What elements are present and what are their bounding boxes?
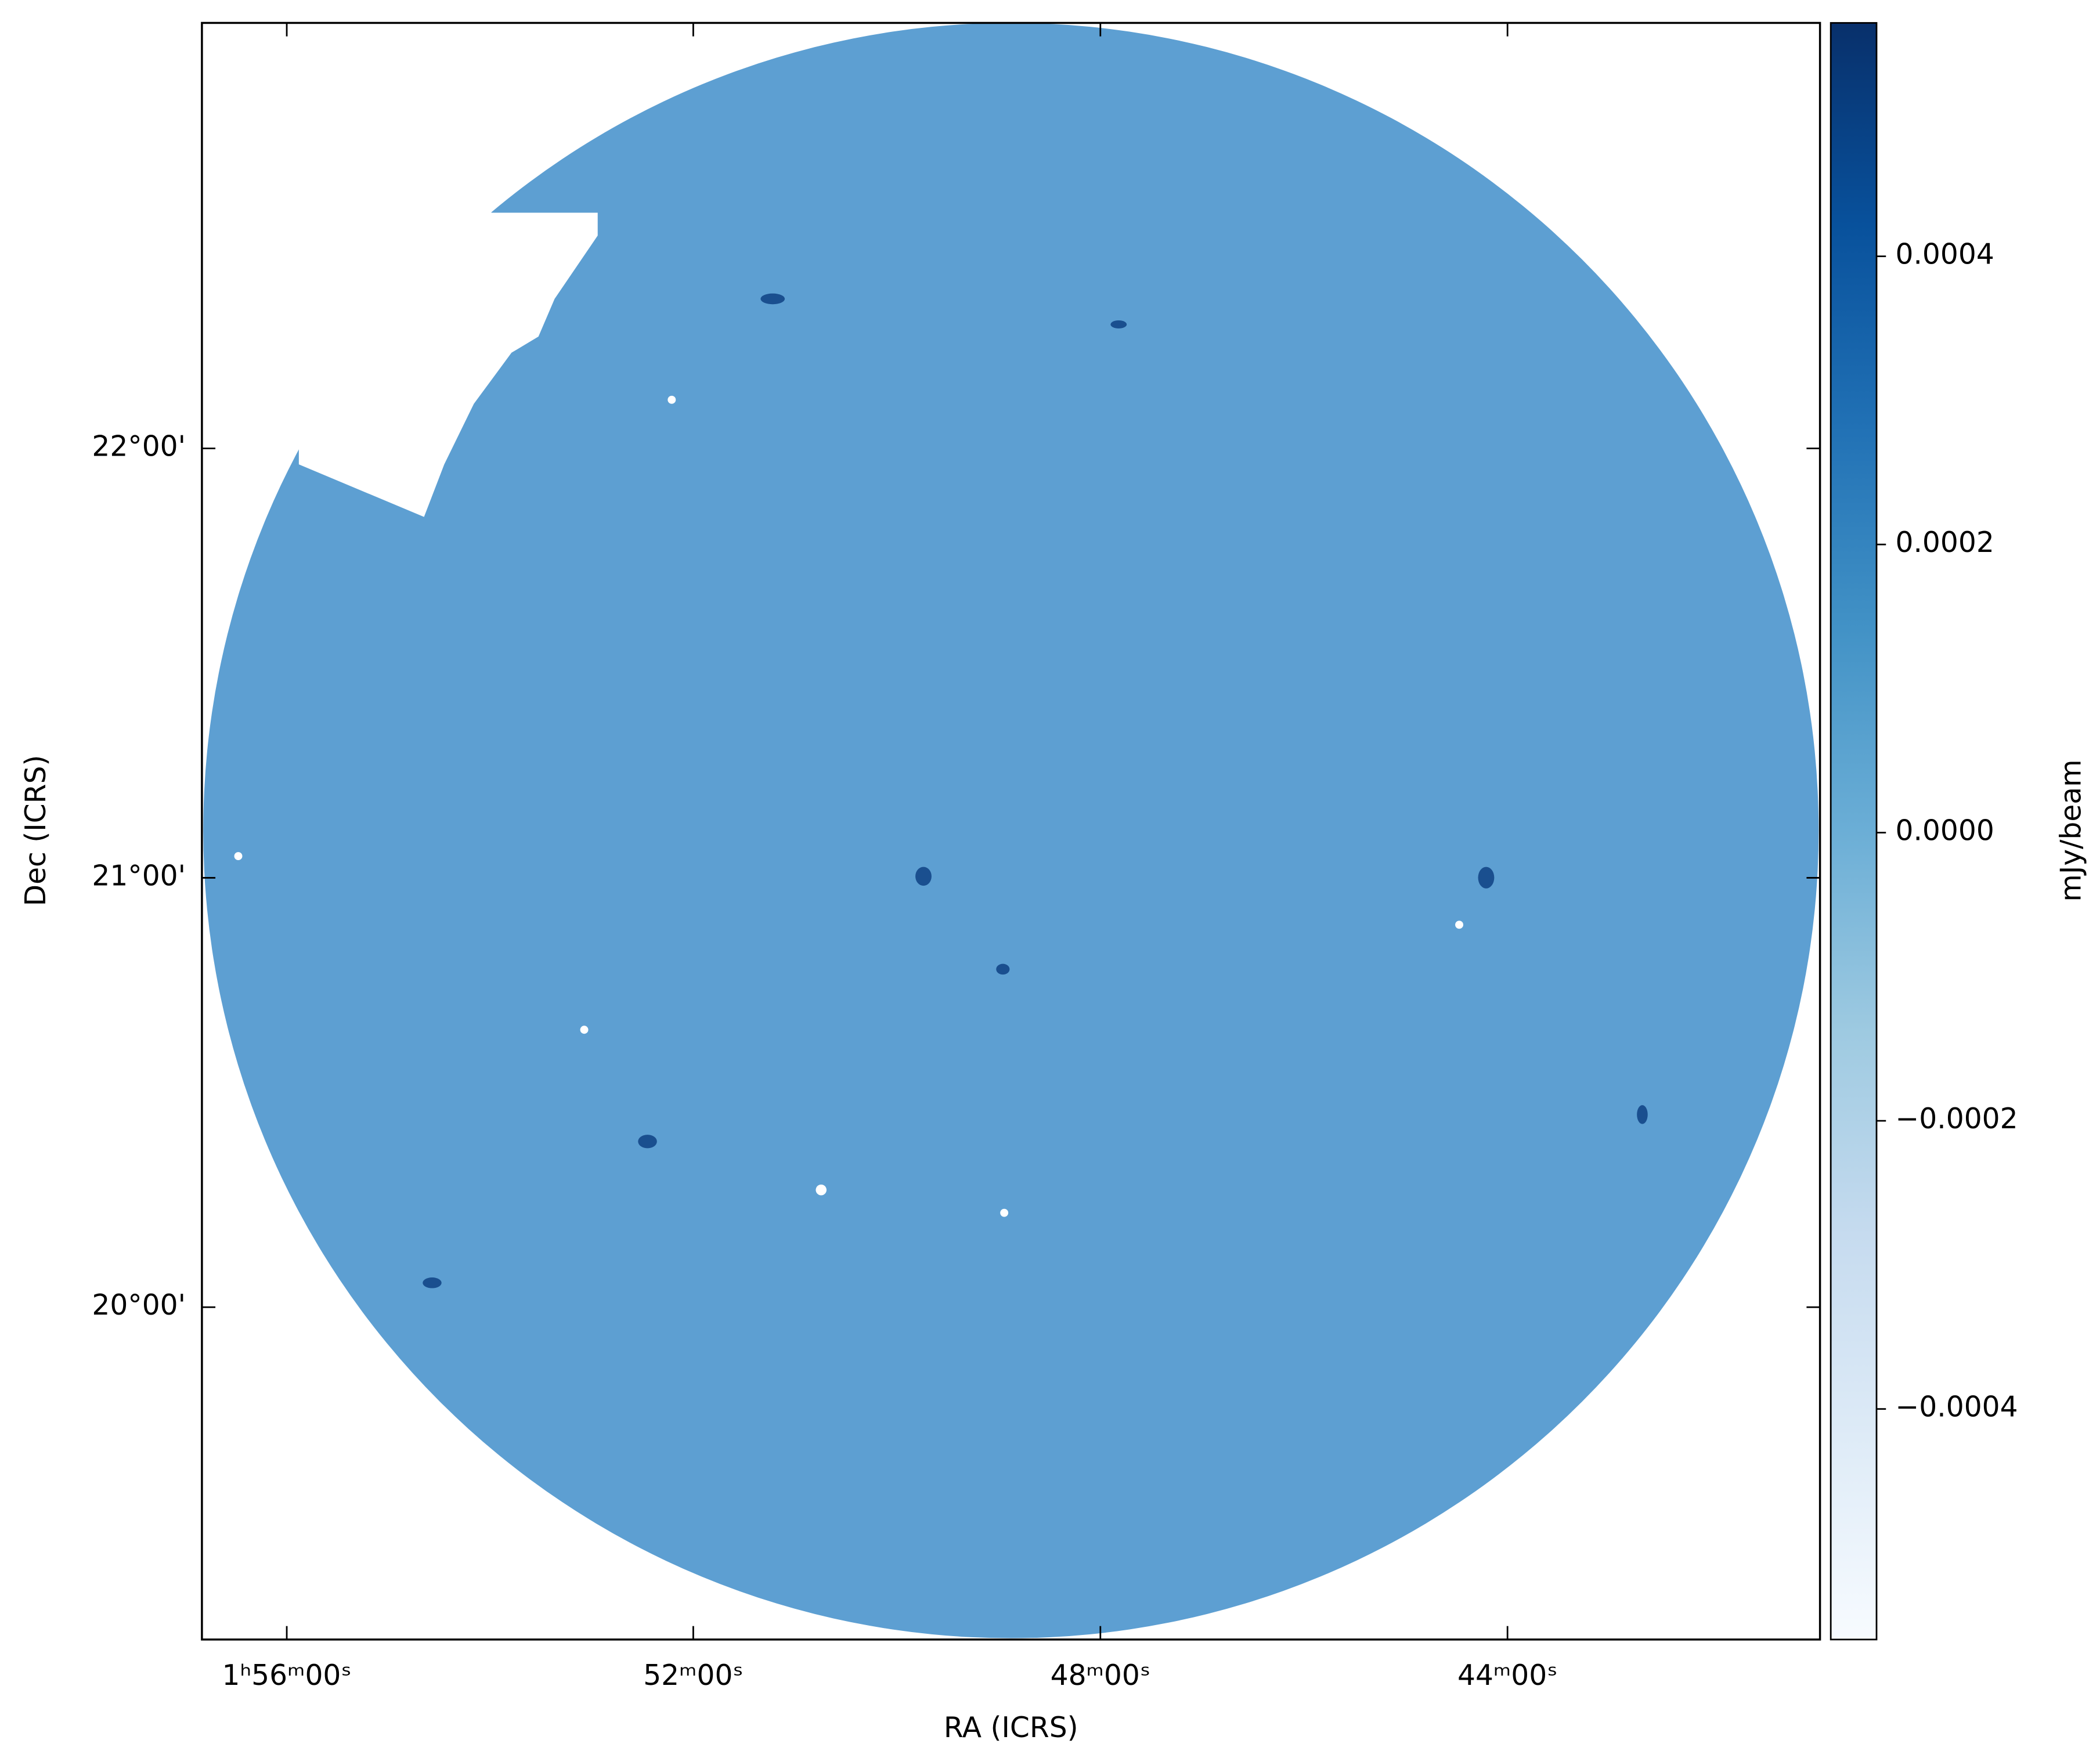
y-axis-label: Dec (ICRS): [20, 755, 52, 907]
plot-frame: [201, 21, 1821, 1641]
colorbar: [1830, 22, 1878, 1641]
axes-marks: 1ʰ56ᵐ00ˢ 52ᵐ00ˢ 48ᵐ00ˢ 44ᵐ00ˢ 20°00' 21°00' 22…: [92, 23, 2018, 1692]
sky-image: [201, 23, 1819, 1638]
colorbar-tick-label: −0.0004: [1895, 1391, 2018, 1424]
colorbar-tick-label: 0.0004: [1895, 239, 1994, 271]
colorbar-tick-label: −0.0002: [1895, 1103, 2018, 1135]
sources: [423, 293, 1648, 1288]
bright-sources: [234, 395, 1464, 1217]
colorbar-tick-label: 0.0002: [1895, 526, 1994, 559]
x-tick-label: 48ᵐ00ˢ: [1051, 1659, 1150, 1692]
x-tick-label: 44ᵐ00ˢ: [1457, 1659, 1557, 1692]
colorbar-label: mJy/beam: [2055, 759, 2088, 901]
y-tick-label: 21°00': [92, 860, 186, 892]
y-tick-label: 22°00': [92, 431, 186, 463]
x-tick-label: 52ᵐ00ˢ: [643, 1659, 743, 1692]
image-disk: [203, 23, 1819, 1638]
colorbar-tick-label: 0.0000: [1895, 815, 1994, 847]
x-axis-label: RA (ICRS): [944, 1712, 1078, 1744]
x-tick-label: 1ʰ56ᵐ00ˢ: [222, 1659, 352, 1692]
y-tick-label: 20°00': [92, 1289, 186, 1322]
image-gap: [201, 23, 598, 517]
